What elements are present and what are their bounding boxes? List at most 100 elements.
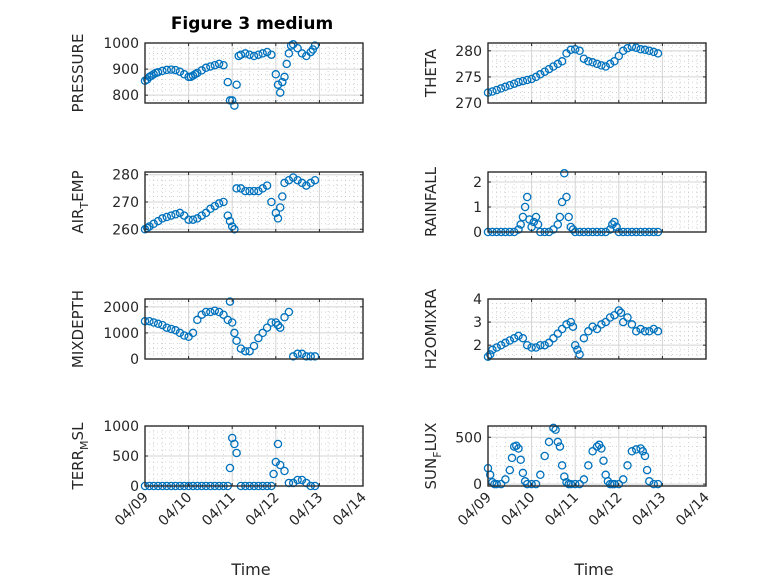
- data-point: [627, 447, 637, 456]
- data-point: [610, 217, 619, 227]
- data-point: [223, 77, 233, 87]
- data-point: [306, 47, 315, 57]
- data-point: [227, 318, 237, 327]
- data-point: [653, 479, 663, 489]
- data-point: [507, 453, 517, 463]
- data-point: [501, 82, 510, 92]
- data-point: [232, 184, 241, 193]
- data-point: [188, 215, 198, 224]
- axes-frame: [487, 298, 707, 360]
- data-point: [645, 46, 654, 56]
- data-point: [501, 475, 510, 484]
- data-point: [544, 64, 554, 74]
- data-point: [522, 192, 532, 202]
- data-point: [273, 214, 283, 223]
- y-tick-label: 260: [112, 222, 139, 238]
- data-point: [488, 345, 497, 355]
- data-point: [223, 211, 233, 220]
- data-point: [262, 323, 272, 332]
- x-tick-label: 04/11: [542, 490, 582, 530]
- data-point: [145, 222, 154, 231]
- x-tick-label: 04/09: [455, 490, 495, 530]
- data-point: [225, 216, 235, 226]
- data-point: [505, 465, 515, 475]
- x-tick-label: 04/10: [499, 490, 539, 530]
- y-tick-label: 1000: [103, 419, 139, 435]
- data-point: [649, 479, 658, 489]
- data-point: [540, 340, 549, 350]
- data-point: [206, 307, 215, 317]
- data-point: [214, 307, 224, 317]
- x-tick-label: 04/13: [286, 490, 326, 530]
- data-point: [614, 479, 624, 489]
- data-point: [601, 62, 610, 71]
- x-tick-label: 04/13: [629, 490, 669, 530]
- axes-background: [487, 298, 707, 360]
- y-axis-label-main: MIXDEPTH: [69, 290, 87, 368]
- data-point: [588, 58, 597, 67]
- data-point: [527, 74, 536, 84]
- data-point: [514, 77, 523, 87]
- data-point: [553, 329, 563, 338]
- data-point: [278, 192, 287, 201]
- subplot-1: 800 900 1000 PRESSURE: [69, 34, 364, 113]
- data-point: [553, 59, 563, 69]
- data-point: [145, 316, 154, 326]
- data-point: [540, 67, 549, 76]
- minor-grid: [145, 43, 363, 103]
- data-point: [162, 65, 172, 75]
- data-point: [514, 444, 523, 453]
- data-point: [280, 178, 289, 188]
- data-point: [284, 478, 294, 488]
- y-axis-label-suffix: EMP: [69, 170, 87, 201]
- data-point: [171, 210, 180, 219]
- data-point: [599, 456, 608, 465]
- data-point: [536, 70, 545, 79]
- x-tick-label: 04/12: [243, 490, 283, 530]
- data-point: [258, 49, 267, 58]
- data-point: [258, 184, 267, 193]
- data-point: [522, 75, 532, 85]
- data-point: [645, 477, 654, 486]
- data-point: [214, 199, 224, 208]
- data-point: [564, 212, 573, 222]
- data-point: [230, 328, 239, 338]
- data-point: [302, 352, 311, 361]
- y-axis-label: SUNFLUX: [422, 423, 444, 490]
- axes-frame: [487, 425, 707, 487]
- y-axis-label-main: THETA: [422, 48, 440, 98]
- data-point: [206, 204, 215, 214]
- data-point: [636, 324, 645, 334]
- data-point: [560, 169, 569, 178]
- data-point: [310, 41, 320, 50]
- data-point: [631, 327, 641, 336]
- data-point: [549, 225, 558, 234]
- data-point: [496, 340, 506, 350]
- data-point: [280, 313, 289, 322]
- tick-marks: [144, 42, 364, 103]
- data-point: [623, 461, 632, 470]
- major-grid: [144, 172, 364, 232]
- data-point: [197, 66, 206, 75]
- data-point: [230, 439, 239, 449]
- data-point: [584, 57, 593, 66]
- data-point: [509, 333, 519, 343]
- tick-marks: [487, 43, 707, 104]
- y-tick-label: 2: [473, 175, 482, 191]
- data-point: [618, 317, 628, 327]
- data-point: [501, 338, 510, 348]
- data-point: [188, 71, 198, 80]
- data-point: [232, 448, 241, 458]
- data-point: [241, 49, 250, 58]
- data-point: [623, 43, 632, 53]
- x-tick-label: 04/09: [112, 490, 152, 530]
- axes-frame: [144, 298, 364, 360]
- y-axis-label-main: PRESSURE: [69, 34, 87, 113]
- data-point: [297, 178, 307, 188]
- data-point: [158, 214, 167, 223]
- data-point: [608, 220, 617, 229]
- data-point: [227, 96, 237, 105]
- y-axis-label-suffix: SL: [69, 422, 87, 441]
- data-point: [153, 216, 163, 226]
